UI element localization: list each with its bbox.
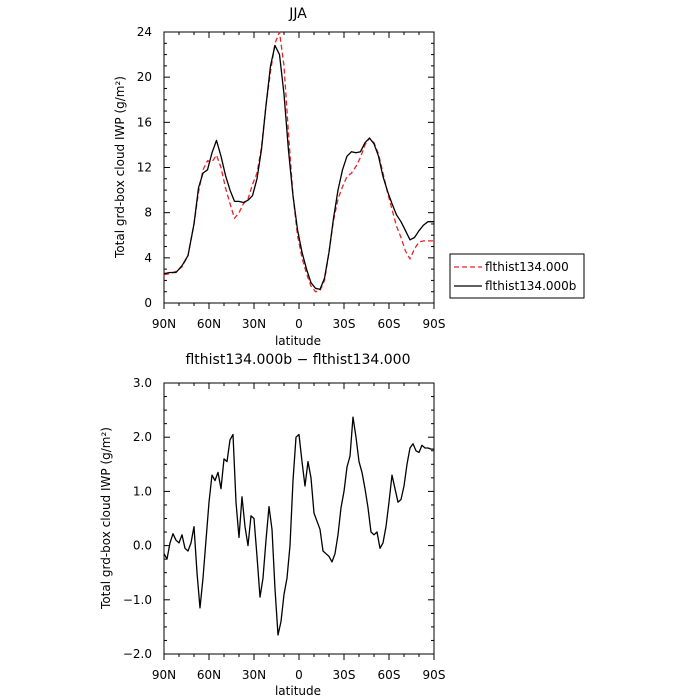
chart-bottom-ylabel: Total grd-box cloud IWP (g/m²) (99, 427, 113, 610)
series-line-2 (163, 44, 434, 291)
x-tick-label: 90N (152, 668, 176, 682)
legend-box (449, 253, 585, 299)
x-tick-label: 90N (152, 317, 176, 331)
x-tick-label: 90S (423, 668, 446, 682)
y-tick-label: 12 (137, 161, 152, 175)
x-tick-label: 90S (423, 317, 446, 331)
y-tick-label: 0 (144, 296, 152, 310)
y-tick-label: 2.0 (133, 430, 152, 444)
x-tick-label: 60S (378, 668, 401, 682)
chart-top-title: JJA (288, 6, 307, 22)
y-tick-label: 3.0 (133, 376, 152, 390)
chart-top-x-axis: 90N 60N 30N 0 30S 60S 90S (152, 32, 446, 331)
series-line-1 (163, 31, 434, 293)
y-tick-label: 0.0 (133, 539, 152, 553)
legend-label-series-2: flthist134.000b (485, 279, 576, 293)
series-line-1 (163, 416, 434, 636)
y-tick-label: 4 (144, 251, 152, 265)
y-tick-label: 16 (137, 115, 152, 129)
x-tick-label: 60S (378, 317, 401, 331)
chart-bottom-title: flthist134.000b − flthist134.000 (185, 352, 410, 368)
y-tick-label: −1.0 (123, 593, 152, 607)
x-tick-label: 0 (295, 317, 303, 331)
chart-top-series (163, 31, 434, 293)
y-tick-label: 8 (144, 206, 152, 220)
x-tick-label: 30N (242, 668, 266, 682)
chart-top: JJA 0 4 8 12 16 20 24 90N 60N 30N 0 30S 60S 90S lati… (113, 6, 445, 348)
x-tick-label: 30N (242, 317, 266, 331)
y-tick-label: −2.0 (123, 647, 152, 661)
x-tick-label: 60N (197, 317, 221, 331)
y-tick-label: 24 (137, 25, 152, 39)
x-tick-label: 30S (333, 668, 356, 682)
x-tick-label: 30S (333, 317, 356, 331)
y-tick-label: 1.0 (133, 484, 152, 498)
legend-label-series-1: flthist134.000 (485, 260, 569, 274)
chart-bottom-x-axis: 90N 60N 30N 0 30S 60S 90S (152, 383, 446, 682)
chart-bottom-series (163, 416, 434, 636)
chart-bottom-y-axis: −2.0 −1.0 0.0 1.0 2.0 3.0 (123, 376, 434, 661)
x-tick-label: 60N (197, 668, 221, 682)
chart-top-y-axis: 0 4 8 12 16 20 24 (137, 25, 434, 310)
chart-bottom-xlabel: latitude (275, 684, 321, 698)
chart-bottom: flthist134.000b − flthist134.000 −2.0 −1.… (99, 352, 445, 698)
chart-bottom-frame (163, 382, 435, 655)
x-tick-label: 0 (295, 668, 303, 682)
legend: flthist134.000 flthist134.000b (449, 253, 585, 299)
chart-top-ylabel: Total grd-box cloud IWP (g/m²) (113, 76, 127, 259)
chart-top-xlabel: latitude (275, 334, 321, 348)
y-tick-label: 20 (137, 70, 152, 84)
